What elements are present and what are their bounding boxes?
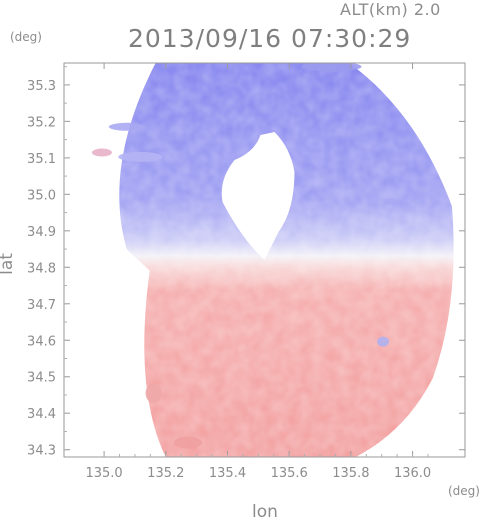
axes <box>63 62 466 458</box>
plot-frame <box>63 62 466 458</box>
x-tick-label: 135.2 <box>147 466 184 481</box>
echo-patch <box>91 148 112 157</box>
x-tick-label: 136.0 <box>394 466 431 481</box>
no-echo-area <box>221 132 295 260</box>
y-tick-label: 34.9 <box>27 225 56 240</box>
x-tick-label: 135.6 <box>271 466 308 481</box>
x-tick-label: 135.8 <box>332 466 369 481</box>
y-axis-unit: (deg) <box>10 30 42 44</box>
echo-patch <box>118 151 163 162</box>
y-tick-label: 35.0 <box>27 188 56 203</box>
x-tick-label: 135.4 <box>209 466 246 481</box>
tick-labels: 135.0 135.2 135.4 135.6 135.8 136.0 34.3 34.4 34… <box>27 79 431 481</box>
echo-patch <box>216 52 256 60</box>
x-axis-label: lon <box>252 502 278 522</box>
y-tick-label: 34.4 <box>27 407 56 422</box>
y-tick-label: 34.5 <box>27 371 56 386</box>
echo-patch <box>301 63 362 72</box>
y-tick-label: 34.3 <box>27 444 56 459</box>
y-tick-label: 34.8 <box>27 261 56 276</box>
echo-patch <box>108 122 145 131</box>
echo-patch <box>377 336 390 347</box>
echo-patch <box>145 383 162 404</box>
chart-title: 2013/09/16 07:30:29 <box>128 24 412 53</box>
echo-patch <box>174 436 203 449</box>
y-tick-label: 35.3 <box>27 79 56 94</box>
echo-texture <box>119 63 454 457</box>
velocity-field <box>91 52 454 457</box>
x-tick-label: 135.0 <box>85 466 122 481</box>
altitude-label: ALT(km) 2.0 <box>340 0 441 19</box>
y-tick-label: 34.7 <box>27 298 56 313</box>
y-tick-label: 35.2 <box>27 115 56 130</box>
x-axis-unit: (deg) <box>448 484 480 498</box>
y-tick-label: 35.1 <box>27 152 56 167</box>
y-tick-label: 34.6 <box>27 334 56 349</box>
